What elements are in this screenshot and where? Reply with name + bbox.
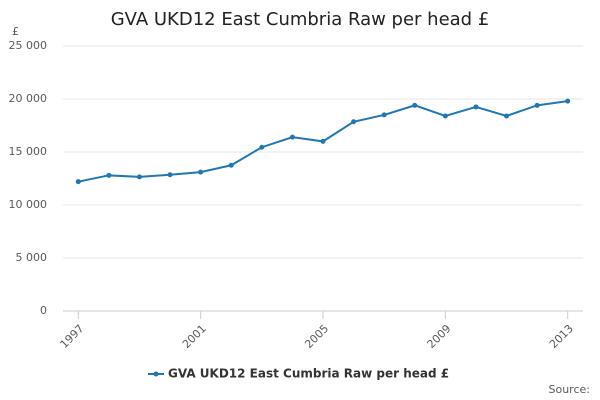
x-tick-label: 2005 [302, 322, 331, 351]
y-tick-label: 5 000 [16, 251, 48, 264]
point [228, 162, 234, 168]
chart-title: GVA UKD12 East Cumbria Raw per head £ [111, 9, 490, 30]
source: Source: [549, 383, 591, 396]
legend-marker [153, 371, 159, 377]
point [320, 138, 326, 144]
point [106, 172, 112, 178]
point [565, 98, 571, 104]
point [136, 174, 142, 180]
x-tick-label: 2001 [180, 322, 209, 351]
x-tick-label: 2009 [425, 322, 454, 351]
point [289, 134, 295, 140]
y-tick-label: 10 000 [9, 198, 48, 211]
point [259, 144, 265, 150]
point [442, 113, 448, 119]
x-tick-label: 1997 [58, 322, 87, 351]
point [351, 119, 357, 125]
y-axis-label: £ [12, 25, 19, 38]
y-tick-label: 20 000 [9, 92, 48, 105]
point [534, 102, 540, 108]
point [412, 102, 418, 108]
point [504, 113, 510, 119]
point [381, 112, 387, 118]
point [473, 104, 479, 110]
point [75, 179, 81, 185]
x-tick-label: 2013 [547, 322, 576, 351]
y-tick-label: 15 000 [9, 145, 48, 158]
legend-label: GVA UKD12 East Cumbria Raw per head £ [168, 367, 449, 381]
y-tick-label: 25 000 [9, 39, 48, 52]
point [167, 172, 173, 178]
y-tick-label: 0 [40, 304, 47, 317]
point [198, 169, 204, 175]
